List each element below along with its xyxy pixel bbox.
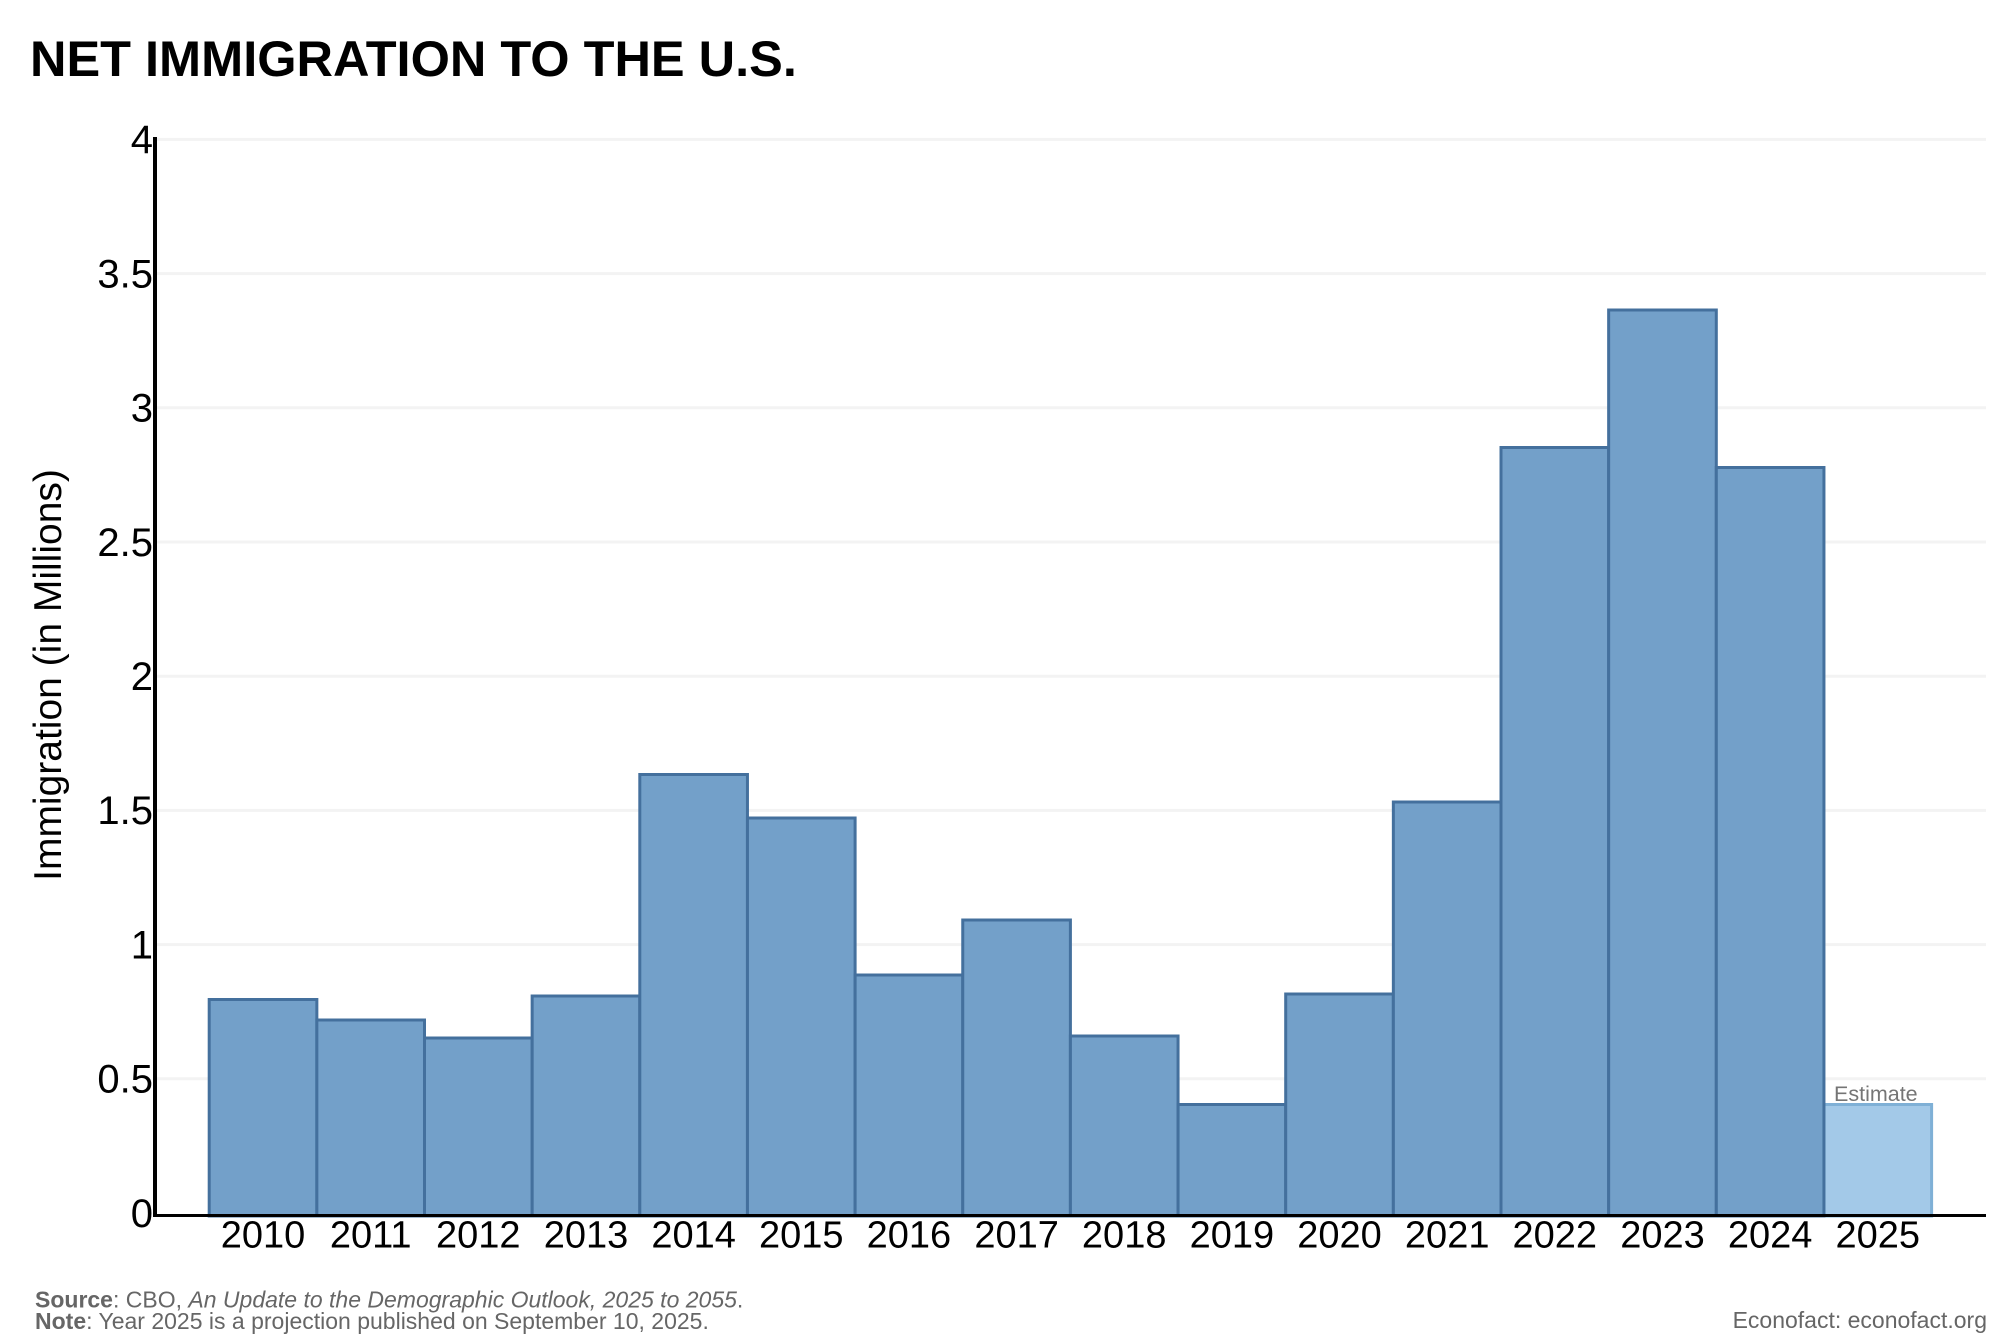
svg-text:2011: 2011 (330, 1215, 412, 1257)
svg-text:Immigration (in Millions): Immigration (in Millions) (27, 469, 70, 881)
svg-text:1: 1 (131, 923, 153, 967)
svg-text:2012: 2012 (436, 1215, 521, 1257)
svg-text:3.5: 3.5 (97, 252, 153, 296)
svg-text:2020: 2020 (1297, 1215, 1382, 1257)
svg-text:2023: 2023 (1620, 1215, 1705, 1257)
svg-text:2016: 2016 (867, 1215, 952, 1257)
svg-text:2010: 2010 (221, 1215, 306, 1257)
svg-text:2021: 2021 (1405, 1215, 1490, 1257)
svg-text:2015: 2015 (759, 1215, 844, 1257)
svg-text:2022: 2022 (1513, 1215, 1598, 1257)
svg-text:2024: 2024 (1728, 1215, 1813, 1257)
svg-text:2013: 2013 (544, 1215, 629, 1257)
svg-text:3: 3 (131, 387, 153, 431)
svg-text:Econofact: econofact.org: Econofact: econofact.org (1733, 1307, 1987, 1333)
svg-text:NET IMMIGRATION TO THE U.S.: NET IMMIGRATION TO THE U.S. (30, 30, 797, 87)
svg-text:2: 2 (131, 655, 153, 699)
svg-text:0.5: 0.5 (97, 1058, 153, 1102)
svg-text:2.5: 2.5 (97, 521, 153, 565)
svg-text:2014: 2014 (651, 1215, 736, 1257)
svg-text:2025: 2025 (1836, 1215, 1921, 1257)
svg-text:Estimate: Estimate (1834, 1082, 1918, 1106)
svg-text:1.5: 1.5 (97, 789, 153, 833)
svg-text:0: 0 (131, 1192, 153, 1236)
svg-text:Source: CBO, An Update to the: Source: CBO, An Update to the Demographi… (35, 1287, 743, 1313)
svg-text:4: 4 (131, 118, 153, 162)
svg-text:2017: 2017 (974, 1215, 1059, 1257)
svg-text:Note: Year 2025 is a projectio: Note: Year 2025 is a projection publishe… (35, 1308, 709, 1334)
svg-text:2019: 2019 (1190, 1215, 1275, 1257)
svg-text:2018: 2018 (1082, 1215, 1167, 1257)
